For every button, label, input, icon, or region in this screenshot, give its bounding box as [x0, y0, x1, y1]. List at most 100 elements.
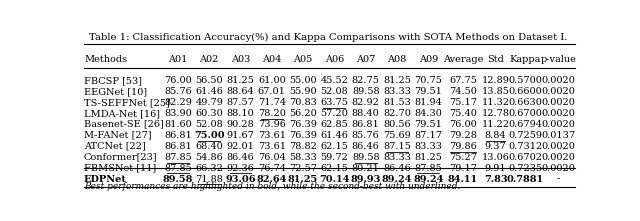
- Text: 62.15: 62.15: [321, 142, 348, 151]
- Text: 7.83: 7.83: [484, 175, 508, 184]
- Text: 83.33: 83.33: [383, 87, 411, 96]
- Text: A01: A01: [168, 55, 188, 65]
- Text: Basenet-SE [26]: Basenet-SE [26]: [84, 120, 164, 129]
- Text: Std: Std: [487, 55, 504, 65]
- Text: 87.85: 87.85: [415, 164, 442, 173]
- Text: 57.20: 57.20: [321, 109, 348, 118]
- Text: 52.08: 52.08: [195, 120, 223, 129]
- Text: 76.74: 76.74: [258, 164, 286, 173]
- Text: 0.0020: 0.0020: [541, 98, 575, 107]
- Text: 81.94: 81.94: [414, 98, 442, 107]
- Text: 12.89: 12.89: [482, 76, 509, 85]
- Text: 8.84: 8.84: [484, 131, 506, 140]
- Text: 70.75: 70.75: [414, 76, 442, 85]
- Text: 0.0020: 0.0020: [541, 87, 575, 96]
- Text: 54.86: 54.86: [195, 153, 223, 162]
- Text: Methods: Methods: [84, 55, 127, 65]
- Text: 76.04: 76.04: [258, 153, 285, 162]
- Text: M-FANet [27]: M-FANet [27]: [84, 131, 152, 140]
- Text: 52.08: 52.08: [321, 87, 348, 96]
- Text: 79.17: 79.17: [449, 164, 477, 173]
- Text: 0.6600: 0.6600: [509, 87, 542, 96]
- Text: 75.69: 75.69: [383, 131, 411, 140]
- Text: 87.15: 87.15: [383, 142, 411, 151]
- Text: 93.06: 93.06: [225, 175, 256, 184]
- Text: 0.0020: 0.0020: [541, 76, 575, 85]
- Text: 62.15: 62.15: [321, 164, 348, 173]
- Text: A09: A09: [419, 55, 438, 65]
- Text: 86.46: 86.46: [383, 164, 411, 173]
- Text: 79.28: 79.28: [449, 131, 477, 140]
- Text: 56.20: 56.20: [289, 109, 317, 118]
- Text: -: -: [557, 175, 560, 184]
- Text: 0.6630: 0.6630: [509, 98, 542, 107]
- Text: 0.5700: 0.5700: [509, 76, 542, 85]
- Text: 81.25: 81.25: [288, 175, 318, 184]
- Text: p-value: p-value: [540, 55, 576, 65]
- Text: 78.82: 78.82: [289, 142, 317, 151]
- Text: 61.46: 61.46: [321, 131, 348, 140]
- Text: FBMSNet [11]: FBMSNet [11]: [84, 164, 156, 173]
- Text: 70.14: 70.14: [319, 175, 349, 184]
- Text: 81.25: 81.25: [227, 76, 255, 85]
- Text: 0.6794: 0.6794: [508, 120, 543, 129]
- Text: 9.37: 9.37: [484, 142, 506, 151]
- Text: 0.0020: 0.0020: [541, 120, 575, 129]
- Text: 71.74: 71.74: [258, 98, 286, 107]
- Text: A08: A08: [387, 55, 406, 65]
- Text: 45.52: 45.52: [321, 76, 348, 85]
- Text: 61.00: 61.00: [258, 76, 285, 85]
- Text: 72.57: 72.57: [289, 164, 317, 173]
- Text: 81.53: 81.53: [383, 98, 411, 107]
- Text: 89.58: 89.58: [163, 175, 193, 184]
- Text: 75.40: 75.40: [449, 109, 477, 118]
- Text: 0.0137: 0.0137: [541, 131, 575, 140]
- Text: 86.81: 86.81: [164, 131, 192, 140]
- Text: 81.25: 81.25: [414, 153, 442, 162]
- Text: LMDA-Net [16]: LMDA-Net [16]: [84, 109, 160, 118]
- Text: 89.58: 89.58: [352, 87, 380, 96]
- Text: A07: A07: [356, 55, 376, 65]
- Text: 83.33: 83.33: [383, 153, 411, 162]
- Text: 82.70: 82.70: [383, 109, 411, 118]
- Text: 85.76: 85.76: [352, 131, 380, 140]
- Text: 67.01: 67.01: [258, 87, 285, 96]
- Text: 88.10: 88.10: [227, 109, 254, 118]
- Text: A02: A02: [200, 55, 219, 65]
- Text: 88.40: 88.40: [352, 109, 380, 118]
- Text: 11.22: 11.22: [481, 120, 509, 129]
- Text: 59.72: 59.72: [321, 153, 348, 162]
- Text: 0.0020: 0.0020: [541, 142, 575, 151]
- Text: 0.0020: 0.0020: [541, 109, 575, 118]
- Text: 86.81: 86.81: [352, 120, 380, 129]
- Text: 68.40: 68.40: [195, 142, 223, 151]
- Text: 0.6702: 0.6702: [508, 153, 543, 162]
- Text: 91.67: 91.67: [227, 131, 255, 140]
- Text: 87.17: 87.17: [414, 131, 442, 140]
- Text: 87.85: 87.85: [164, 153, 192, 162]
- Text: Average: Average: [443, 55, 483, 65]
- Text: 58.33: 58.33: [289, 153, 317, 162]
- Text: 60.30: 60.30: [195, 109, 223, 118]
- Text: 11.32: 11.32: [481, 98, 509, 107]
- Text: 55.00: 55.00: [289, 76, 317, 85]
- Text: ATCNet [22]: ATCNet [22]: [84, 142, 146, 151]
- Text: 76.00: 76.00: [449, 120, 477, 129]
- Text: A05: A05: [294, 55, 313, 65]
- Text: 0.6700: 0.6700: [509, 109, 542, 118]
- Text: 89.24: 89.24: [413, 175, 444, 184]
- Text: 82.64: 82.64: [257, 175, 287, 184]
- Text: 80.21: 80.21: [352, 164, 380, 173]
- Text: 9.91: 9.91: [484, 164, 506, 173]
- Text: 75.17: 75.17: [449, 98, 477, 107]
- Text: 79.51: 79.51: [414, 87, 442, 96]
- Text: 67.75: 67.75: [449, 76, 477, 85]
- Text: 79.51: 79.51: [414, 120, 442, 129]
- Text: EDPNet: EDPNet: [84, 175, 127, 184]
- Text: Conformer[23]: Conformer[23]: [84, 153, 157, 162]
- Text: 88.64: 88.64: [227, 87, 254, 96]
- Text: 84.30: 84.30: [414, 109, 442, 118]
- Text: 73.61: 73.61: [258, 142, 286, 151]
- Text: 55.90: 55.90: [289, 87, 317, 96]
- Text: 49.79: 49.79: [195, 98, 223, 107]
